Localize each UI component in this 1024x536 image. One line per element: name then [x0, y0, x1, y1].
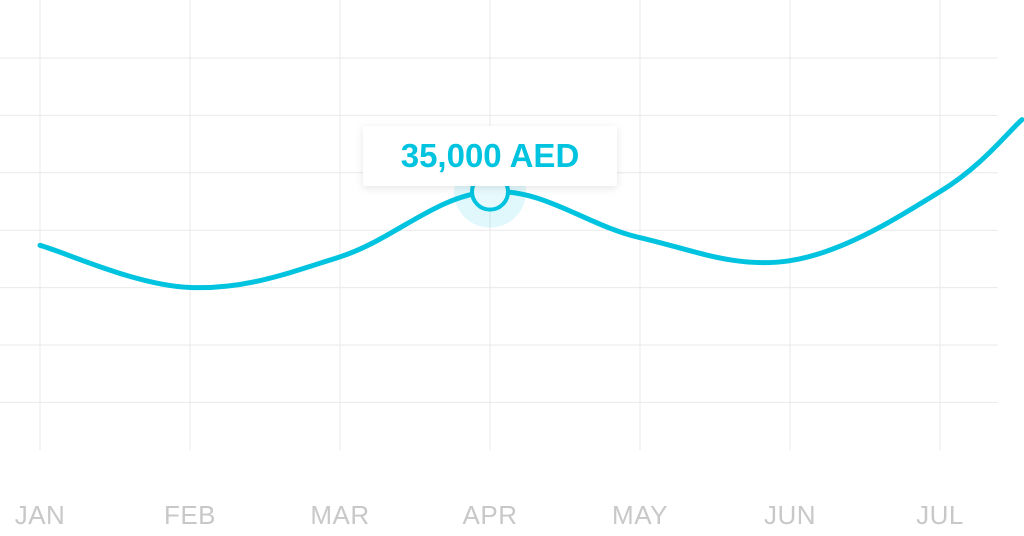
x-tick-label: APR [463, 500, 518, 530]
x-tick-label: MAY [612, 500, 668, 530]
x-axis-ticks: JAN FEB MAR APR MAY JUN JUL [15, 500, 964, 530]
x-tick-label: JAN [15, 500, 66, 530]
x-tick-label: JUN [764, 500, 816, 530]
x-tick-label: JUL [916, 500, 964, 530]
x-tick-label: MAR [310, 500, 369, 530]
value-tooltip: 35,000 AED [363, 126, 617, 186]
tooltip-box [363, 126, 617, 186]
x-tick-label: FEB [164, 500, 216, 530]
tooltip-label: 35,000 AED [401, 137, 580, 174]
series-line [37, 117, 1024, 291]
grid-lines [0, 0, 998, 450]
